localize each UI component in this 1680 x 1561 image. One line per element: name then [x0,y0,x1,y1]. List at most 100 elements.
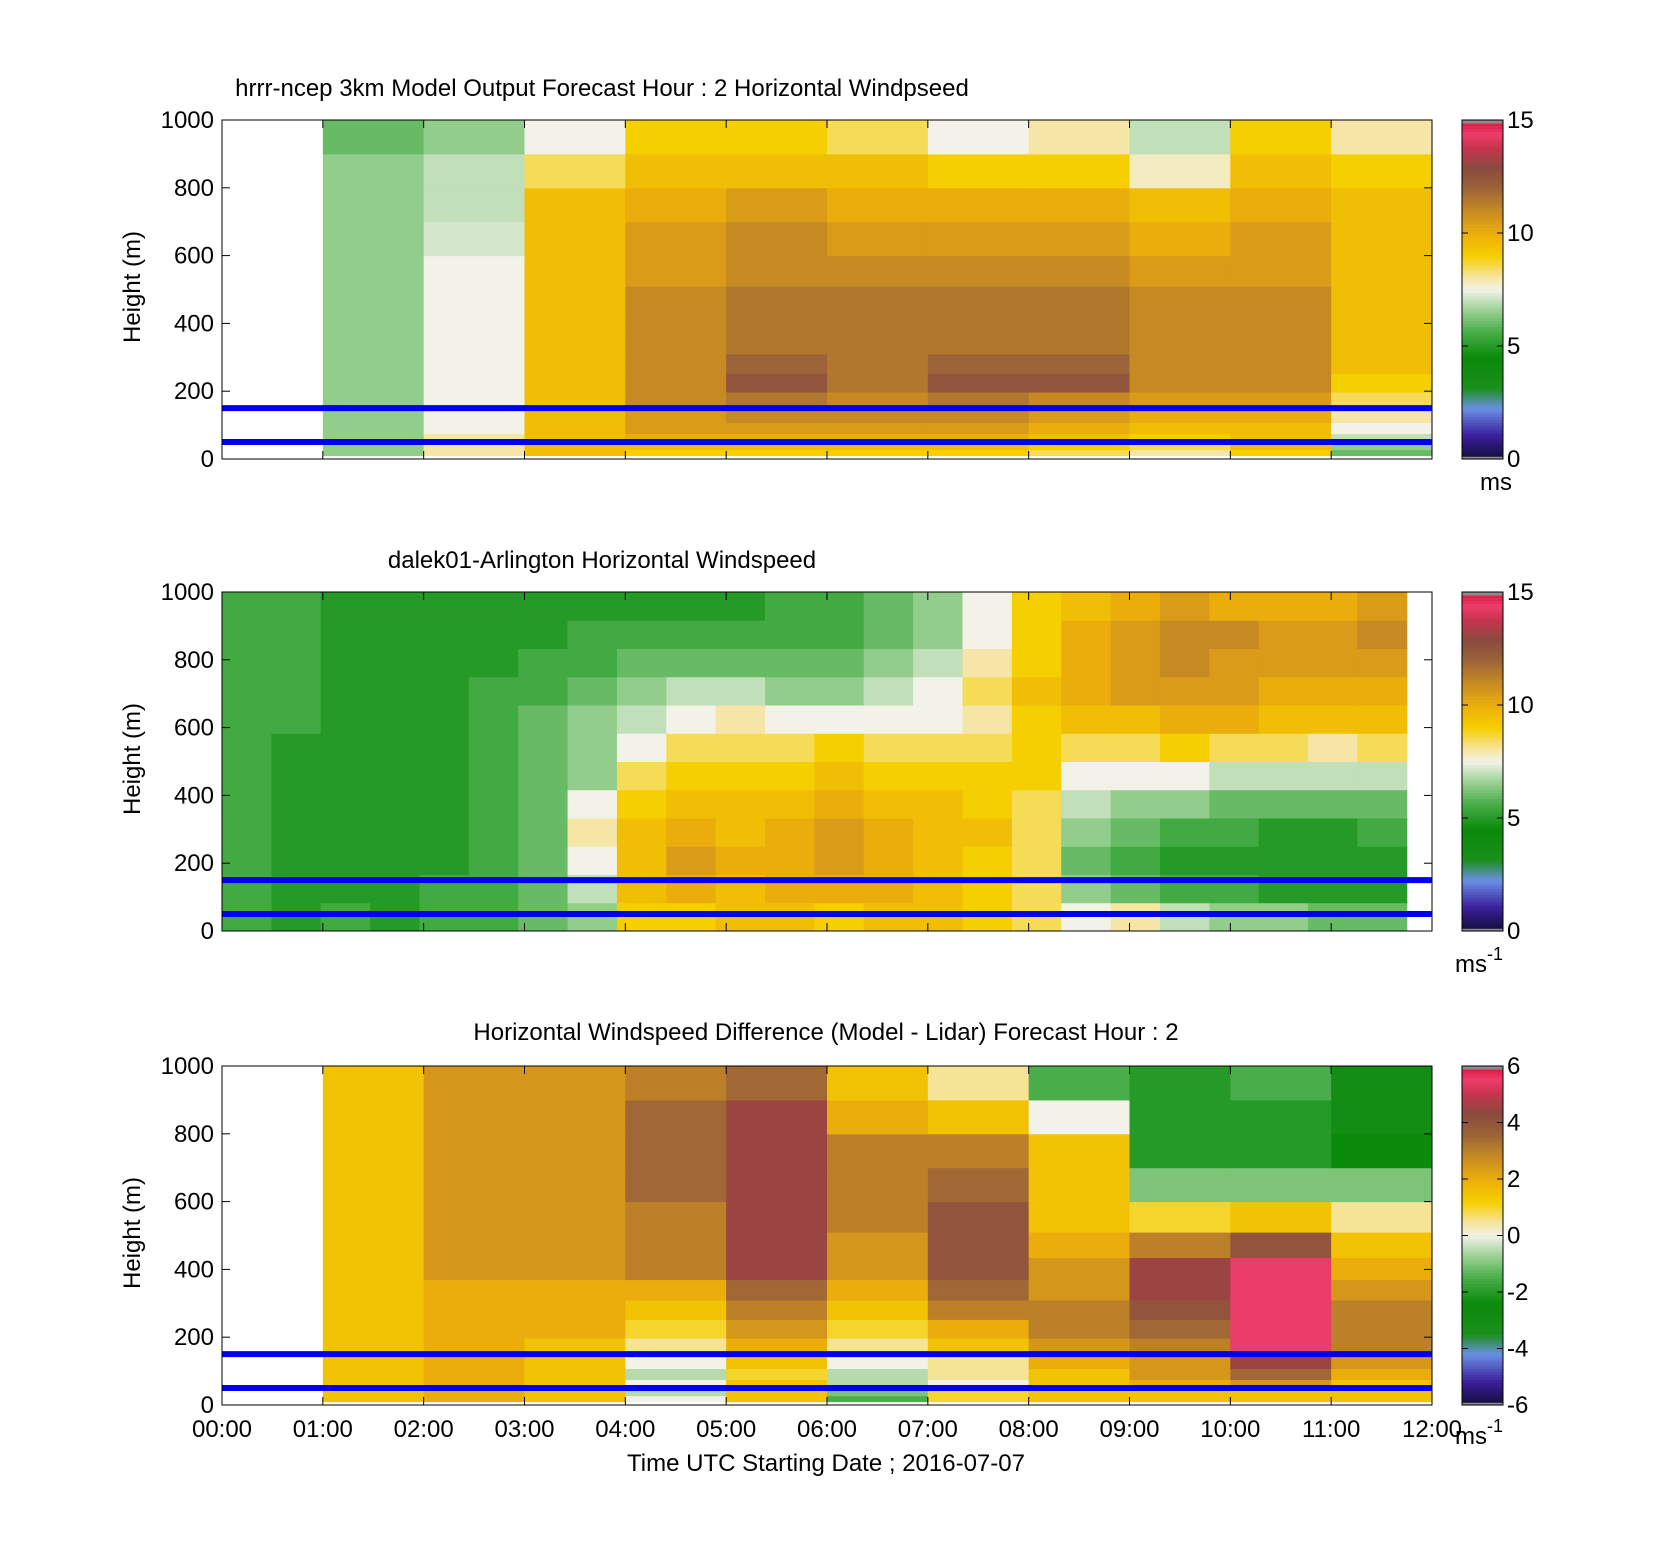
colorbar-swatch [1462,611,1503,616]
heatmap-cell [962,705,1013,734]
heatmap-cell [518,902,569,932]
heatmap-cell [423,1319,525,1339]
y-tick-label: 1000 [161,107,214,134]
colorbar-swatch [1462,1283,1503,1287]
heatmap-cell [616,592,667,621]
heatmap-cell [1230,333,1332,355]
heatmap-cell [625,1379,727,1390]
colorbar-swatch [1462,1317,1503,1321]
heatmap-cell [524,373,626,393]
heatmap-cell [726,1388,828,1397]
colorbar-swatch [1462,1272,1503,1276]
heatmap-cell [1110,818,1161,847]
heatmap-cell [1011,846,1062,875]
colorbar-swatch [1462,258,1503,262]
heatmap-cell [827,120,929,155]
heatmap-cell [423,1354,525,1370]
colorbar-swatch [1462,1187,1503,1191]
colorbar-tick-label: -6 [1507,1392,1528,1419]
heatmap-cell [827,422,929,435]
heatmap-cell [1159,846,1210,875]
heatmap-cell [468,902,519,932]
heatmap-cell [1357,648,1408,678]
x-tick-label: 06:00 [797,1416,857,1443]
heatmap-cell [913,818,963,847]
heatmap-cell [1209,902,1260,932]
heatmap-cell [1331,1201,1433,1233]
heatmap-cell [222,592,272,621]
colorbar-swatch [1462,801,1503,805]
heatmap-cell [322,1379,425,1390]
heatmap-cell [320,761,371,791]
heatmap-cell [1061,733,1112,762]
y-tick-label: 800 [174,1121,214,1148]
heatmap-cell [814,733,865,762]
heatmap-cell [468,846,519,875]
heatmap-cell [1028,1299,1130,1320]
heatmap-cell [726,120,828,155]
colorbar-swatch [1462,851,1503,856]
heatmap-cell [1011,705,1062,734]
colorbar-swatch [1462,402,1503,406]
colorbar-swatch [1462,1393,1503,1398]
heatmap-cell [726,286,828,313]
heatmap-cell [913,592,963,621]
y-tick-label: 400 [174,782,214,809]
heatmap-cell [962,761,1013,791]
heatmap-cell [927,1354,1030,1370]
heatmap-cell [524,255,626,287]
colorbar-swatch [1462,255,1503,260]
colorbar-swatch [1462,1153,1503,1157]
colorbar-swatch [1462,1066,1503,1070]
heatmap-cell [1028,1388,1130,1397]
colorbar-swatch [1462,914,1503,918]
y-tick-label: 600 [174,243,214,270]
colorbar-swatch [1462,733,1503,737]
heatmap-cell [322,286,425,313]
colorbar: 0 5 10 15 [1461,107,1534,473]
heatmap-cell [726,1354,828,1370]
colorbar-swatch [1462,447,1503,452]
colorbar-unit-exponent: -1 [1487,944,1503,964]
heatmap-cell [423,286,525,313]
heatmap-cell [765,789,815,819]
heatmap-cell [827,392,929,410]
heatmap-cell [320,733,371,762]
heatmap-cell [1308,846,1358,875]
colorbar-swatch [1462,784,1503,788]
heatmap-cell [927,1167,1030,1203]
colorbar-swatch [1462,899,1503,904]
colorbar-swatch [1462,283,1503,288]
heatmap-cell [1230,392,1332,410]
heatmap-cell [419,705,470,734]
heatmap-cell [1159,902,1210,932]
heatmap-cell [913,846,963,875]
colorbar-swatch [1462,1396,1503,1400]
heatmap-cell [1230,153,1332,189]
heatmap-cell [322,311,425,335]
colorbar-swatch [1462,767,1503,771]
colorbar-swatch [1462,727,1503,732]
heatmap-cell [1331,1066,1433,1101]
colorbar-swatch [1462,656,1503,661]
colorbar-swatch [1462,1260,1503,1265]
heatmap-cell [1159,705,1210,734]
colorbar-swatch [1462,690,1503,695]
heatmap-cell [1230,1368,1332,1381]
colorbar-swatch [1462,416,1503,421]
colorbar-swatch [1462,1300,1503,1304]
heatmap-cell [827,1379,929,1390]
colorbar-swatch [1462,131,1503,135]
heatmap-cell [1028,120,1130,155]
heatmap-cell [814,761,865,791]
heatmap-cell [814,648,865,678]
heatmap-cell [419,676,470,706]
heatmap-cell [1129,433,1231,444]
heatmap-cell [524,442,626,451]
heatmap-cell [726,1395,828,1403]
colorbar-swatch [1462,442,1503,446]
colorbar-swatch [1462,1212,1503,1217]
heatmap-cell [1028,1368,1130,1381]
heatmap-cell [1357,592,1408,621]
heatmap-cell [1258,902,1309,932]
